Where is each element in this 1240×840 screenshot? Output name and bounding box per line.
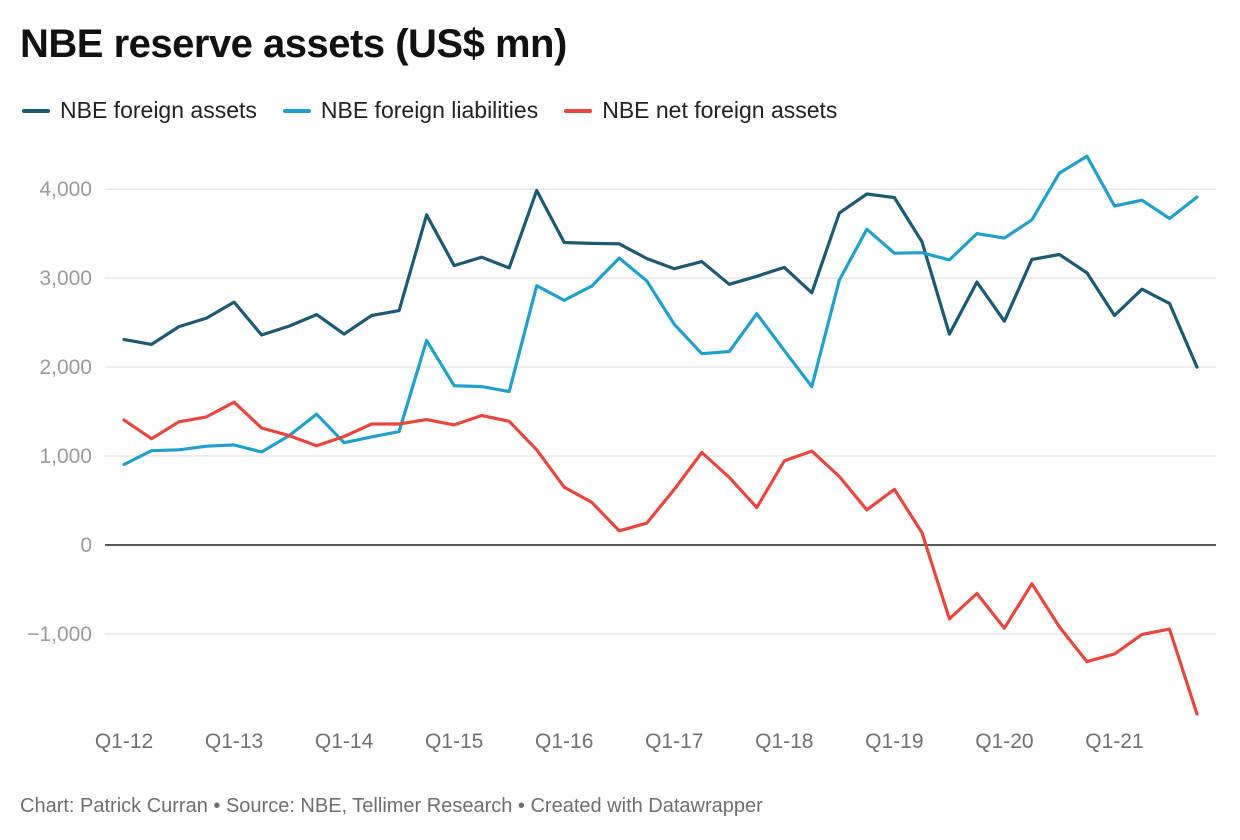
y-tick-label: 0 [80,534,92,557]
x-tick-label: Q1-21 [1085,730,1143,753]
y-tick-label: 1,000 [39,445,92,468]
series-line-net-foreign-assets [122,400,1199,716]
chart-footer: Chart: Patrick Curran • Source: NBE, Tel… [20,795,763,817]
y-tick-label: 2,000 [39,356,92,379]
x-tick-label: Q1-17 [645,730,703,753]
chart-title: NBE reserve assets (US$ mn) [20,22,567,66]
legend-label-foreign-assets: NBE foreign assets [60,97,257,123]
legend-label-foreign-liabilities: NBE foreign liabilities [320,97,539,123]
legend-swatch-foreign-assets [22,108,50,113]
legend-item-net-foreign-assets: NBE net foreign assets [564,97,837,124]
x-tick-label: Q1-13 [205,730,263,753]
x-tick-label: Q1-18 [755,730,813,753]
x-tick-label: Q1-14 [315,730,374,753]
y-tick-label: −1,000 [27,623,92,646]
legend-swatch-net-foreign-assets [564,108,593,113]
series-line-foreign-assets [122,188,1199,369]
legend-item-foreign-assets: NBE foreign assets [22,97,257,124]
x-tick-label: Q1-12 [95,730,153,753]
legend-swatch-foreign-liabilities [282,108,311,113]
x-tick-label: Q1-15 [425,730,483,753]
x-tick-label: Q1-20 [975,730,1033,753]
series-line-foreign-liabilities [122,154,1199,467]
x-tick-label: Q1-16 [535,730,593,753]
legend-item-foreign-liabilities: NBE foreign liabilities [282,97,539,124]
y-tick-label: 4,000 [39,178,92,201]
legend-label-net-foreign-assets: NBE net foreign assets [602,97,838,123]
y-tick-label: 3,000 [39,267,92,290]
legend: NBE foreign assets NBE foreign liabiliti… [22,97,837,124]
x-tick-label: Q1-19 [865,730,923,753]
